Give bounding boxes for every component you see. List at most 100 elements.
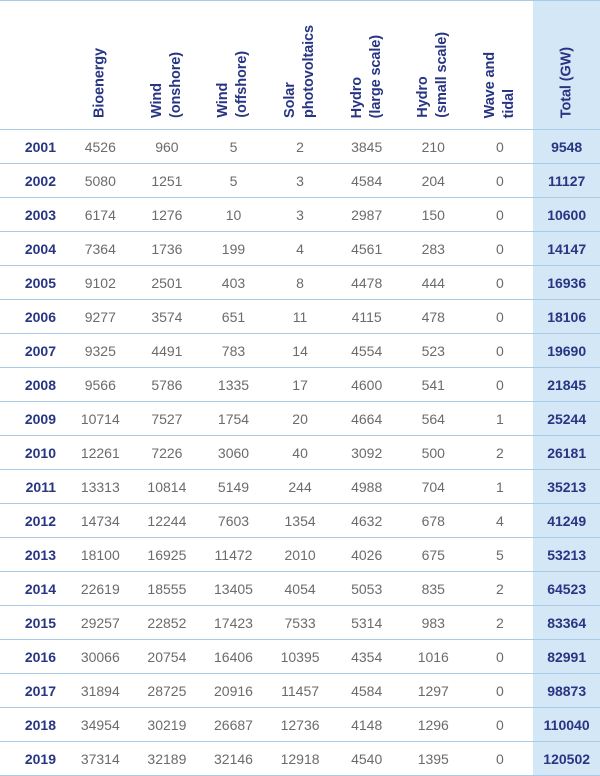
cell-total-gw: 9548 [533, 129, 600, 164]
cell-solar-photovoltaics: 3 [266, 197, 334, 232]
table-header: Bioenergy Wind (onshore) Wind (offshore)… [0, 0, 600, 130]
cell-wave-and-tidal: 0 [466, 299, 534, 334]
cell-wave-and-tidal: 0 [466, 333, 534, 368]
cell-bioenergy: 18100 [67, 537, 134, 572]
table-row: 2019 37314 32189 32146 12918 4540 1395 0 120502 [0, 741, 600, 776]
cell-wind-offshore: 199 [200, 231, 267, 266]
cell-hydro-large-scale: 4664 [333, 401, 400, 436]
cell-hydro-large-scale: 4554 [333, 333, 400, 368]
cell-wind-onshore: 3574 [133, 299, 201, 334]
cell-bioenergy: 29257 [67, 605, 134, 640]
table-row: 2017 31894 28725 20916 11457 4584 1297 0 98873 [0, 673, 600, 708]
cell-total-gw: 64523 [533, 571, 600, 606]
cell-hydro-large-scale: 4561 [333, 231, 400, 266]
table-row: 2003 6174 1276 10 3 2987 150 0 10600 [0, 197, 600, 232]
cell-wind-onshore: 1276 [133, 197, 201, 232]
cell-year: 2010 [0, 435, 67, 470]
header-wind-onshore: Wind (onshore) [133, 0, 201, 130]
cell-wind-onshore: 28725 [133, 673, 201, 708]
header-hydro-large-scale: Hydro (large scale) [333, 0, 400, 130]
cell-total-gw: 41249 [533, 503, 600, 538]
cell-year: 2017 [0, 673, 67, 708]
cell-hydro-small-scale: 983 [399, 605, 467, 640]
cell-wind-onshore: 20754 [133, 639, 201, 674]
cell-total-gw: 11127 [533, 163, 600, 198]
cell-wind-onshore: 16925 [133, 537, 201, 572]
cell-total-gw: 18106 [533, 299, 600, 334]
cell-bioenergy: 9566 [67, 367, 134, 402]
cell-wind-onshore: 32189 [133, 741, 201, 776]
cell-total-gw: 26181 [533, 435, 600, 470]
cell-hydro-large-scale: 4584 [333, 673, 400, 708]
cell-hydro-large-scale: 3092 [333, 435, 400, 470]
table-row: 2002 5080 1251 5 3 4584 204 0 11127 [0, 163, 600, 198]
cell-hydro-large-scale: 4632 [333, 503, 400, 538]
cell-wind-offshore: 13405 [200, 571, 267, 606]
table-row: 2006 9277 3574 651 11 4115 478 0 18106 [0, 299, 600, 334]
table-row: 2014 22619 18555 13405 4054 5053 835 2 64523 [0, 571, 600, 606]
cell-wind-offshore: 7603 [200, 503, 267, 538]
table-row: 2015 29257 22852 17423 7533 5314 983 2 83364 [0, 605, 600, 640]
cell-hydro-large-scale: 5314 [333, 605, 400, 640]
cell-hydro-small-scale: 541 [399, 367, 467, 402]
table-row: 2008 9566 5786 1335 17 4600 541 0 21845 [0, 367, 600, 402]
cell-hydro-large-scale: 4148 [333, 707, 400, 742]
cell-bioenergy: 13313 [67, 469, 134, 504]
cell-solar-photovoltaics: 7533 [266, 605, 334, 640]
cell-wind-onshore: 7226 [133, 435, 201, 470]
cell-wave-and-tidal: 2 [466, 605, 534, 640]
cell-solar-photovoltaics: 17 [266, 367, 334, 402]
table-row: 2004 7364 1736 199 4 4561 283 0 14147 [0, 231, 600, 266]
cell-year: 2014 [0, 571, 67, 606]
table-row: 2010 12261 7226 3060 40 3092 500 2 26181 [0, 435, 600, 470]
cell-bioenergy: 9325 [67, 333, 134, 368]
cell-wave-and-tidal: 0 [466, 231, 534, 266]
cell-year: 2004 [0, 231, 67, 266]
table-body: 2001 4526 960 5 2 3845 210 0 9548 2002 5080 1251 5 3 4… [0, 129, 600, 776]
cell-year: 2008 [0, 367, 67, 402]
cell-solar-photovoltaics: 244 [266, 469, 334, 504]
cell-wind-onshore: 2501 [133, 265, 201, 300]
cell-solar-photovoltaics: 11457 [266, 673, 334, 708]
cell-wind-offshore: 1335 [200, 367, 267, 402]
cell-wave-and-tidal: 0 [466, 741, 534, 776]
cell-wave-and-tidal: 0 [466, 367, 534, 402]
cell-wind-offshore: 16406 [200, 639, 267, 674]
cell-total-gw: 83364 [533, 605, 600, 640]
cell-hydro-small-scale: 678 [399, 503, 467, 538]
cell-solar-photovoltaics: 14 [266, 333, 334, 368]
cell-year: 2009 [0, 401, 67, 436]
cell-hydro-large-scale: 4540 [333, 741, 400, 776]
cell-total-gw: 120502 [533, 741, 600, 776]
table-row: 2007 9325 4491 783 14 4554 523 0 19690 [0, 333, 600, 368]
cell-solar-photovoltaics: 11 [266, 299, 334, 334]
cell-year: 2005 [0, 265, 67, 300]
header-year [0, 0, 67, 130]
cell-bioenergy: 30066 [67, 639, 134, 674]
table-row: 2009 10714 7527 1754 20 4664 564 1 25244 [0, 401, 600, 436]
cell-hydro-large-scale: 4026 [333, 537, 400, 572]
cell-year: 2019 [0, 741, 67, 776]
cell-total-gw: 25244 [533, 401, 600, 436]
cell-wave-and-tidal: 0 [466, 707, 534, 742]
header-solar-photovoltaics: Solar photovoltaics [266, 0, 334, 130]
cell-bioenergy: 12261 [67, 435, 134, 470]
cell-wave-and-tidal: 4 [466, 503, 534, 538]
cell-hydro-large-scale: 4584 [333, 163, 400, 198]
cell-hydro-large-scale: 4600 [333, 367, 400, 402]
table-row: 2013 18100 16925 11472 2010 4026 675 5 53213 [0, 537, 600, 572]
cell-year: 2001 [0, 129, 67, 164]
cell-solar-photovoltaics: 8 [266, 265, 334, 300]
cell-bioenergy: 34954 [67, 707, 134, 742]
cell-total-gw: 16936 [533, 265, 600, 300]
cell-wind-offshore: 17423 [200, 605, 267, 640]
cell-wave-and-tidal: 0 [466, 639, 534, 674]
cell-wave-and-tidal: 0 [466, 163, 534, 198]
cell-bioenergy: 9102 [67, 265, 134, 300]
cell-wave-and-tidal: 1 [466, 469, 534, 504]
cell-solar-photovoltaics: 12736 [266, 707, 334, 742]
cell-wind-offshore: 26687 [200, 707, 267, 742]
header-wave-and-tidal: Wave and tidal [466, 0, 534, 130]
cell-solar-photovoltaics: 40 [266, 435, 334, 470]
